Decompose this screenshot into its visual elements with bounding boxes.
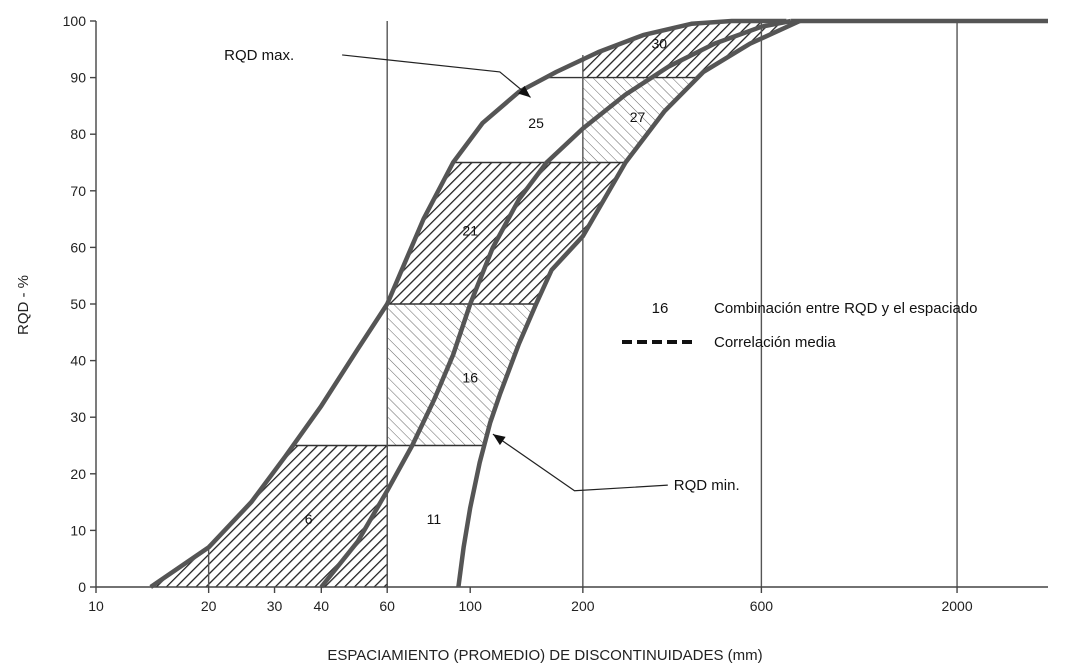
zone-label-25: 25 [528, 115, 544, 131]
y-tick-label-100: 100 [63, 13, 87, 29]
y-axis-label: RQD - % [15, 275, 32, 335]
y-tick-label-20: 20 [70, 466, 86, 482]
x-tick-label-100: 100 [459, 598, 483, 614]
x-tick-label-2000: 2000 [941, 598, 972, 614]
y-tick-label-40: 40 [70, 353, 86, 369]
mean-correlation-curve [319, 18, 792, 589]
x-tick-label-10: 10 [88, 598, 104, 614]
x-tick-label-60: 60 [379, 598, 395, 614]
zone-label-30: 30 [651, 36, 667, 52]
rqd-max-curve [149, 18, 787, 589]
annotation-min-leader [492, 433, 668, 492]
y-tick-label-50: 50 [70, 296, 86, 312]
y-tick-label-80: 80 [70, 126, 86, 142]
annotation-min-arrowhead [492, 434, 506, 446]
rqd-min-curve [456, 18, 801, 588]
curves [149, 18, 1048, 589]
axes [90, 20, 1048, 593]
legend-zone-number: 16 [652, 300, 669, 317]
y-tick-label-90: 90 [70, 70, 86, 86]
y-tick-label-60: 60 [70, 239, 86, 255]
y-tick-label-10: 10 [70, 522, 86, 538]
x-tick-label-20: 20 [201, 598, 217, 614]
zone-label-21: 21 [462, 222, 478, 238]
legend-zone-text: Combinación entre RQD y el espaciado [714, 300, 977, 317]
y-tick-label-0: 0 [78, 579, 86, 595]
x-tick-label-30: 30 [267, 598, 283, 614]
zone-6 [150, 445, 388, 587]
zone-label-6: 6 [305, 511, 313, 527]
x-axis-label: ESPACIAMIENTO (PROMEDIO) DE DISCONTINUID… [327, 647, 762, 664]
x-tick-label-600: 600 [750, 598, 774, 614]
x-tick-label-40: 40 [314, 598, 330, 614]
zone-label-27: 27 [630, 109, 646, 125]
legend-mean-text: Correlación media [714, 334, 836, 351]
y-tick-label-30: 30 [70, 409, 86, 425]
zone-labels: 6 11 16 21 25 27 30 [305, 36, 668, 527]
zone-label-16: 16 [462, 370, 478, 386]
zone-label-11: 11 [427, 511, 442, 527]
zone-30 [582, 21, 800, 78]
annotation-max-leader [342, 54, 531, 98]
zone-16 [387, 304, 583, 446]
annotation-min-text: RQD min. [674, 477, 740, 494]
legend: 16 Combinación entre RQD y el espaciado … [622, 300, 977, 351]
zone-21 [274, 162, 762, 304]
y-tick-label-70: 70 [70, 183, 86, 199]
annotation-max-text: RQD max. [224, 47, 294, 64]
x-tick-label-200: 200 [571, 598, 595, 614]
annotation-max-arrowhead [518, 85, 531, 98]
annotations: RQD max. RQD min. [224, 47, 740, 494]
